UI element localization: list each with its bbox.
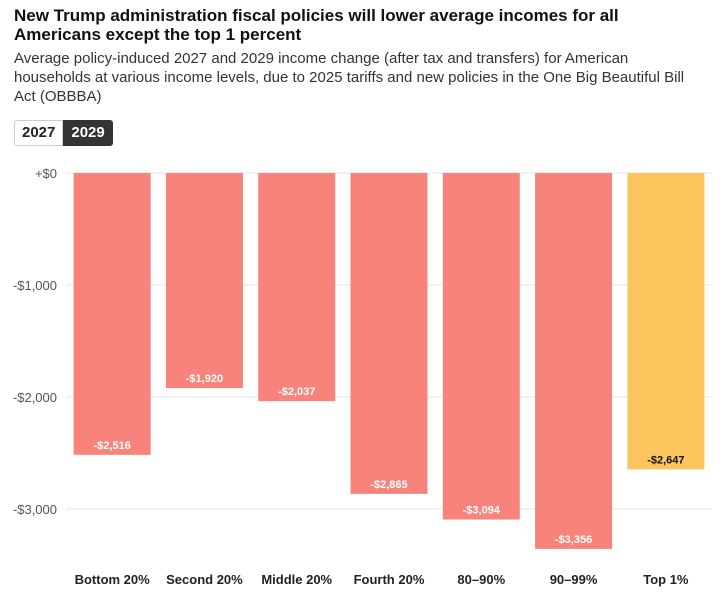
x-category-label: Middle 20% bbox=[261, 572, 332, 587]
y-tick-label: +$0 bbox=[35, 166, 57, 181]
data-label: -$2,647 bbox=[647, 454, 684, 466]
x-category-label: Fourth 20% bbox=[354, 572, 425, 587]
bar bbox=[73, 173, 151, 455]
x-category-label: Second 20% bbox=[166, 572, 243, 587]
toggle-2029-button[interactable]: 2029 bbox=[63, 120, 113, 146]
x-category-label: 80–90% bbox=[457, 572, 505, 587]
data-label: -$3,356 bbox=[555, 534, 592, 546]
data-label: -$1,920 bbox=[186, 373, 223, 385]
x-category-label: Top 1% bbox=[643, 572, 689, 587]
bar bbox=[442, 173, 520, 520]
data-label: -$2,037 bbox=[278, 386, 315, 398]
bar bbox=[165, 173, 243, 389]
year-toggle: 2027 2029 bbox=[14, 120, 113, 146]
y-tick-label: -$2,000 bbox=[13, 390, 57, 405]
data-label: -$2,516 bbox=[93, 440, 130, 452]
chart-title: New Trump administration fiscal policies… bbox=[14, 6, 619, 44]
data-label: -$2,865 bbox=[370, 479, 407, 491]
data-label: -$3,094 bbox=[463, 505, 501, 517]
bar bbox=[535, 173, 613, 549]
bar bbox=[350, 173, 428, 494]
y-tick-label: -$1,000 bbox=[13, 278, 57, 293]
x-category-label: Bottom 20% bbox=[75, 572, 151, 587]
x-category-label: 90–99% bbox=[550, 572, 598, 587]
y-tick-label: -$3,000 bbox=[13, 502, 57, 517]
chart-subtitle: Average policy-induced 2027 and 2029 inc… bbox=[14, 50, 685, 105]
toggle-2027-button[interactable]: 2027 bbox=[14, 120, 64, 146]
bar bbox=[627, 173, 705, 470]
bar bbox=[258, 173, 336, 402]
